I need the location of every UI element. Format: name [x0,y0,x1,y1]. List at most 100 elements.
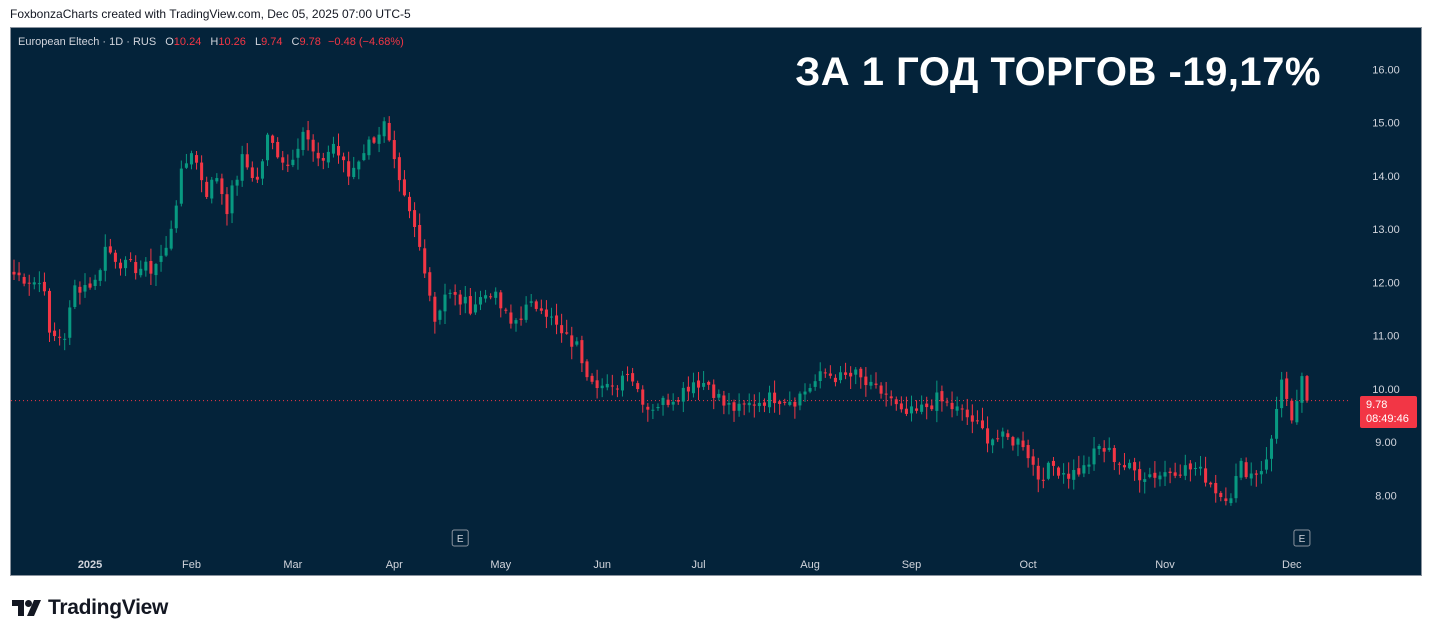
candle-body [453,292,457,295]
bar-countdown: 08:49:46 [1366,413,1409,425]
candlestick-chart[interactable]: 16.00 15.00 14.00 13.00 12.00 11.00 10.00 9.00 8… [11,28,1421,575]
candle-body [904,408,908,414]
candle-body [722,395,726,406]
time-axis-tick-label: Jun [593,559,611,571]
price-axis-tick-label: 14.00 [1372,171,1400,183]
time-axis-tick-label: Aug [800,559,820,571]
candle-body [225,194,229,215]
candle-body [1300,376,1304,403]
candle-body [362,153,366,161]
candle-body [854,369,858,375]
candle-body [757,402,761,407]
candle-body [1133,462,1137,471]
candle-body [676,400,680,402]
candle-body [326,151,330,163]
chart-panel[interactable]: 16.00 15.00 14.00 13.00 12.00 11.00 10.00 9.00 8… [10,27,1422,576]
candle-body [27,282,31,284]
candle-body [514,320,518,324]
candle-body [47,290,52,333]
candle-body [549,316,554,318]
candle-body [950,402,954,410]
candle-body [509,312,513,324]
candle-body [118,262,123,269]
close-value: 9.78 [299,36,321,48]
candle-body [260,161,264,179]
candle-body [1051,460,1055,466]
candle-body [884,393,888,395]
candle-body [1163,472,1167,477]
candle-body [12,271,16,275]
candle-body [1158,475,1162,480]
earnings-marker-label: E [1299,534,1306,545]
candle-body [661,397,665,405]
earnings-marker-box [451,529,469,547]
candle-body [920,404,924,412]
headline-annotation: ЗА 1 ГОД ТОРГОВ -19,17% [795,50,1321,94]
candle-body [1173,472,1177,476]
candle-body [17,272,21,276]
candle-body [626,373,630,375]
candle-body [276,141,280,158]
candle-body [478,297,483,305]
high-value: 10.26 [218,36,246,48]
candle-body [849,372,853,377]
candle-body [382,121,386,137]
candle-body [286,164,290,166]
candle-body [68,307,72,338]
candle-body [808,388,812,392]
candle-body [915,408,919,411]
candle-body [605,383,609,388]
candle-body [600,385,604,389]
price-axis-tick-label: 10.00 [1372,384,1400,396]
candle-body [975,420,979,422]
candle-body [1254,473,1258,475]
candle-body [463,296,467,304]
candle-body [179,168,183,204]
candle-body [195,155,199,163]
candle-body [894,399,898,405]
candle-body [833,377,837,383]
candle-body [560,325,564,334]
candle-body [773,392,777,404]
candle-body [1016,438,1020,445]
symbol-label[interactable]: European Eltech · 1D · RUS [18,36,157,48]
candle-body [1128,462,1132,469]
tradingview-brand[interactable]: TradingView [12,596,168,620]
candle-body [494,291,498,298]
open-label: O [165,36,174,48]
candle-body [1036,465,1040,480]
candle-body [1234,476,1238,499]
candle-body [342,156,346,161]
earnings-marker-label: E [457,534,464,545]
candle-body [1107,447,1111,450]
candle-body [423,248,427,274]
candle-body [1062,473,1066,475]
candle-body [1229,498,1233,504]
candle-body [1269,438,1274,459]
candle-body [671,401,675,405]
candle-body [397,157,401,181]
candle-body [742,403,746,405]
chart-attribution: FoxbonzaCharts created with TradingView.… [10,7,411,21]
candle-body [37,283,41,285]
candle-body [169,228,173,249]
last-price-tag: 9.78 08:49:46 [1360,396,1417,428]
candle-body [869,381,873,386]
candle-body [970,415,974,422]
candle-body [296,148,300,158]
last-price-value: 9.78 [1366,399,1388,411]
candle-body [271,135,275,143]
candle-body [448,292,452,294]
candle-body [438,310,442,320]
candle-body [1183,465,1187,476]
candle-body [752,404,756,406]
candle-body [22,276,26,284]
candle-body [681,387,685,402]
candle-body [925,403,929,408]
candle-body [407,196,412,212]
candle-body [372,137,376,143]
candle-body [499,292,503,309]
candle-body [986,428,990,444]
candle-body [534,301,538,309]
candle-body [1001,431,1005,437]
